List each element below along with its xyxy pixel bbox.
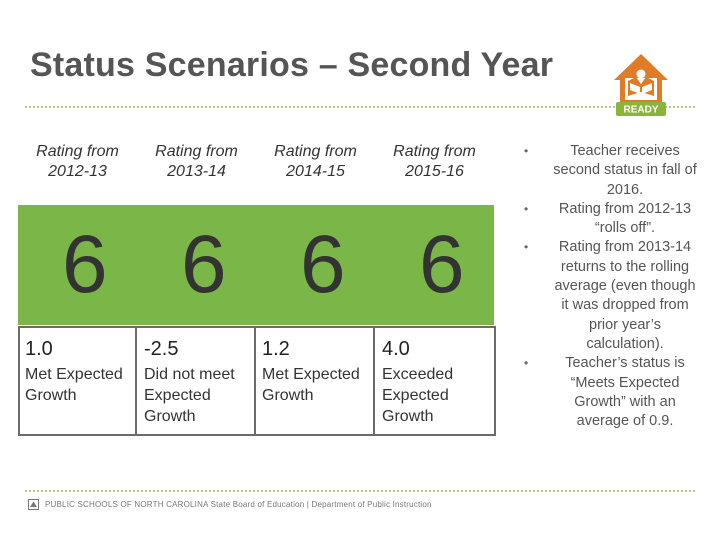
status-level-number: 6 xyxy=(181,219,227,310)
growth-status: Did not meet Expected Growth xyxy=(144,366,235,425)
growth-status: Met Expected Growth xyxy=(262,366,360,404)
status-level-number: 6 xyxy=(62,219,108,310)
status-level-number: 6 xyxy=(300,219,346,310)
growth-value: -2.5 xyxy=(144,338,179,360)
explanation-list: • Teacher receives second status in fall … xyxy=(520,142,700,431)
growth-value: 1.0 xyxy=(25,338,53,360)
status-level-band xyxy=(18,205,494,325)
slide-title: Status Scenarios – Second Year xyxy=(30,46,554,84)
year-header: Rating from 2014-15 xyxy=(274,143,357,180)
list-item: • Teacher receives second status in fall … xyxy=(524,143,697,198)
growth-status: Exceeded Expected Growth xyxy=(382,366,454,425)
growth-value: 4.0 xyxy=(382,338,410,360)
column-divider xyxy=(254,326,256,434)
list-item: • Rating from 2012-13 “rolls off”. xyxy=(524,200,692,237)
status-level-number: 6 xyxy=(419,219,465,310)
bullet-icon: • xyxy=(524,144,529,158)
list-item: • Teacher’s status is “Meets Expected Gro… xyxy=(524,355,685,430)
ready-logo: READY xyxy=(614,54,668,116)
list-item: • Rating from 2013-14 returns to the roll… xyxy=(524,239,696,352)
bottom-divider xyxy=(25,490,695,492)
bullet-icon: • xyxy=(524,201,529,216)
footer-text: PUBLIC SCHOOLS OF NORTH CAROLINA State B… xyxy=(45,499,432,509)
state-seal-icon xyxy=(28,498,39,510)
growth-value: 1.2 xyxy=(262,338,290,360)
top-divider xyxy=(25,106,695,108)
bullet-icon: • xyxy=(524,240,529,255)
year-headers: Rating from 2012-13 Rating from 2013-14 … xyxy=(18,142,494,192)
column-divider xyxy=(373,326,375,434)
bullet-icon: • xyxy=(524,356,529,371)
logo-text: READY xyxy=(623,105,658,116)
year-header: Rating from 2012-13 xyxy=(36,143,119,180)
year-header: Rating from 2013-14 xyxy=(155,143,238,180)
growth-values-table xyxy=(18,326,496,436)
year-header: Rating from 2015-16 xyxy=(393,143,476,180)
reader-head-icon xyxy=(636,69,646,79)
column-divider xyxy=(135,326,137,434)
footer: PUBLIC SCHOOLS OF NORTH CAROLINA State B… xyxy=(28,497,432,511)
growth-status: Met Expected Growth xyxy=(25,366,123,404)
